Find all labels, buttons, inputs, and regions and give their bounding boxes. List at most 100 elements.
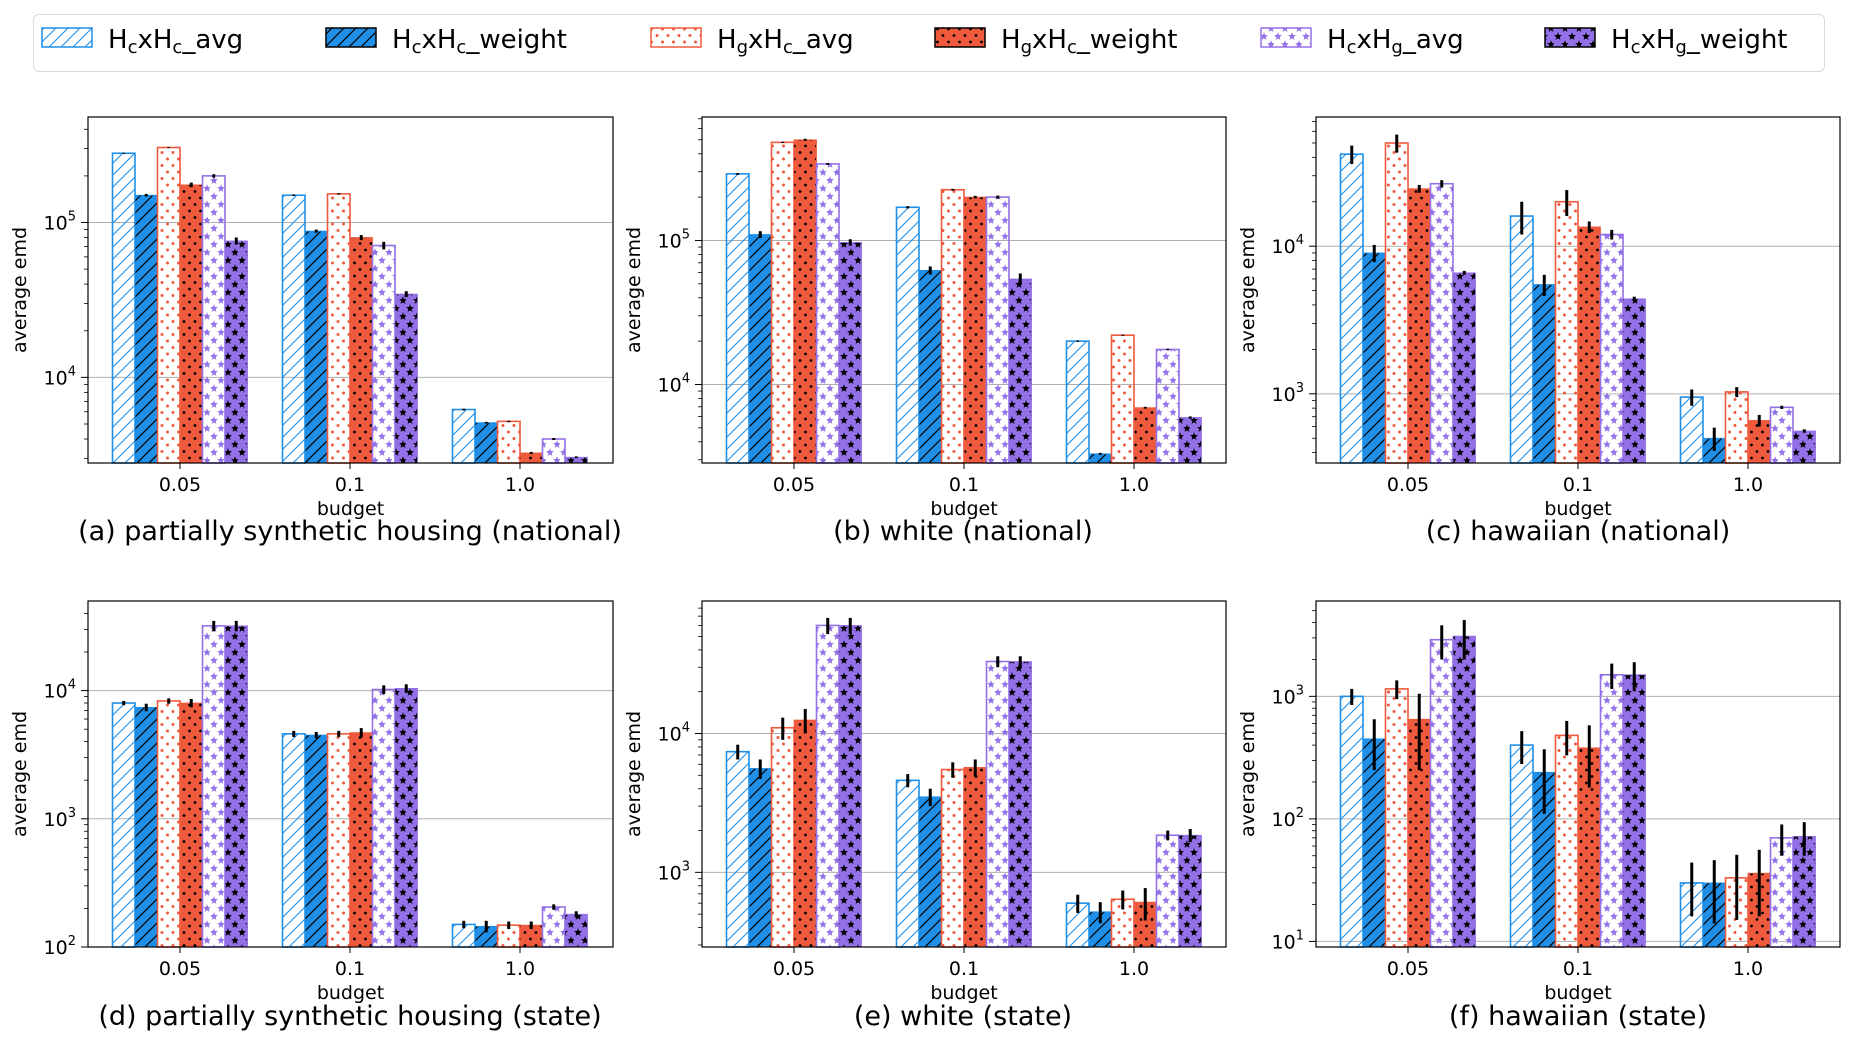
axes-frame [701,600,1227,948]
bar-hghc_weight-0.05 [1407,188,1431,464]
legend-label: HgxHc_weight [1001,25,1178,58]
y-tick-label: 104 [44,364,76,389]
legend-swatch [1260,27,1312,48]
x-tick-label: 1.0 [505,958,535,980]
x-tick-label: 0.1 [1563,958,1593,980]
bar-hchc_weight-0.05 [134,706,158,948]
bar-hghc_weight-1.0 [1133,407,1157,464]
bar-hchc_avg-0.05 [111,152,136,464]
bar-hchg_avg-0.05 [815,624,840,948]
axes-frame [1315,600,1841,948]
bar-hchc_avg-0.1 [895,779,920,948]
x-tick-label: 0.05 [159,958,201,980]
bar-hghc_avg-1.0 [496,420,521,464]
panel-caption: (b) white (national) [833,516,1093,547]
panel-caption: (d) partially synthetic housing (state) [98,1001,601,1032]
y-tick-label: 101 [1272,928,1304,953]
legend-item-hchc_weight: HcxHc_weight [325,25,567,58]
y-axis-label: average emd [9,711,31,837]
y-tick-label: 102 [1272,806,1304,831]
y-tick-label: 103 [658,859,690,884]
bar-hchg_weight-0.05 [224,240,248,464]
bar-hchc_weight-0.1 [304,230,328,464]
bar-hchg_avg-1.0 [1769,406,1794,464]
x-tick-label: 0.05 [773,958,815,980]
bar-hchc_avg-0.05 [1339,153,1364,464]
bar-hchg_avg-0.05 [815,163,840,464]
bar-hchg_weight-0.1 [1008,661,1032,948]
bar-hghc_avg-0.1 [1554,200,1579,464]
chart-panel-3: 0.05 0.1 1.0 103 104 budget average emd (c) haw… [1237,116,1841,547]
x-axis-label: budget [930,498,997,520]
bar-hchg_avg-0.1 [371,244,396,464]
x-tick-label: 0.1 [1563,474,1593,496]
bar-hchc_avg-1.0 [1065,340,1090,464]
legend-item-hchg_weight: HcxHg_weight [1544,25,1788,58]
legend-label: HgxHc_avg [717,25,854,58]
bar-hghc_avg-1.0 [1724,391,1749,464]
chart-panel-4: 0.05 0.1 1.0 102 103 104 budget average emd (d) … [9,600,614,1032]
bar-hchc_weight-0.1 [918,796,942,948]
legend-swatch [650,27,702,48]
x-axis-label: budget [317,982,384,1004]
bar-hghc_weight-0.1 [349,732,373,948]
x-tick-label: 1.0 [1119,474,1149,496]
bar-hchc_weight-0.1 [304,734,328,948]
bar-hchg_weight-0.1 [394,293,418,464]
bar-hchg_weight-0.1 [1622,298,1646,464]
x-axis-label: budget [1544,982,1611,1004]
bar-hghc_avg-0.05 [156,700,181,948]
bar-hchg_weight-1.0 [1178,417,1202,464]
bar-hchc_avg-1.0 [451,408,476,464]
legend-label: HcxHg_avg [1327,25,1464,58]
panel-caption: (a) partially synthetic housing (nationa… [78,516,622,547]
bar-hghc_avg-0.1 [326,733,351,948]
chart-panel-6: 0.05 0.1 1.0 101 102 103 budget average emd (f) … [1237,600,1841,1032]
y-axis-label: average emd [1237,227,1259,353]
y-axis-label: average emd [623,711,645,837]
bar-hchg_weight-0.1 [1008,278,1032,464]
legend-item-hghc_weight: HgxHc_weight [934,25,1178,58]
bar-hchc_weight-1.0 [1088,453,1112,464]
bar-hghc_avg-0.05 [770,726,795,948]
bar-hghc_weight-0.1 [963,766,987,948]
bar-hchg_avg-0.05 [201,175,226,464]
x-tick-label: 1.0 [505,474,535,496]
chart-panel-2: 0.05 0.1 1.0 104 105 budget average emd (b) whi… [623,116,1227,547]
bar-hchc_avg-0.05 [111,702,136,948]
bar-hghc_weight-1.0 [519,452,543,464]
bar-hghc_weight-0.1 [349,237,373,464]
legend-swatch [41,27,93,48]
bar-hchc_weight-0.05 [134,194,158,464]
bar-hchg_weight-0.05 [1452,272,1476,464]
x-tick-label: 0.1 [335,474,365,496]
bar-hchg_weight-0.05 [1452,635,1476,948]
y-tick-label: 104 [658,720,690,745]
legend-swatch [325,27,377,48]
x-tick-label: 1.0 [1733,958,1763,980]
bar-hchc_avg-0.1 [1509,215,1534,464]
bar-hchg_avg-1.0 [1155,834,1180,948]
bar-hchg_weight-0.1 [394,688,418,948]
legend-swatch [1544,27,1596,48]
x-tick-label: 1.0 [1119,958,1149,980]
bar-hchg_avg-0.1 [985,660,1010,948]
y-tick-label: 102 [44,934,76,959]
legend-item-hchg_avg: HcxHg_avg [1260,25,1464,58]
x-tick-label: 0.05 [1387,958,1429,980]
y-tick-label: 104 [44,678,76,703]
axes-frame [87,116,614,464]
x-tick-label: 0.1 [949,474,979,496]
bar-hchg_avg-1.0 [541,438,566,464]
bar-hchc_avg-0.1 [281,733,306,948]
bar-hghc_weight-0.1 [1577,226,1601,464]
bar-hghc_avg-0.1 [1554,734,1579,948]
bar-hghc_avg-1.0 [1110,334,1135,464]
bar-hchc_weight-0.1 [918,269,942,464]
axes-frame [1315,116,1841,464]
bar-hchc_avg-1.0 [1679,396,1704,464]
x-tick-label: 0.05 [773,474,815,496]
bar-hchg_avg-0.1 [1599,673,1624,948]
y-tick-label: 103 [1272,381,1304,406]
